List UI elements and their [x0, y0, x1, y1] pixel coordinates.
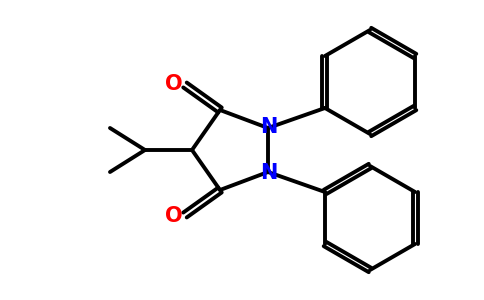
Text: O: O	[165, 206, 183, 226]
Text: O: O	[165, 74, 183, 94]
Text: N: N	[260, 117, 278, 137]
Text: N: N	[260, 163, 278, 183]
